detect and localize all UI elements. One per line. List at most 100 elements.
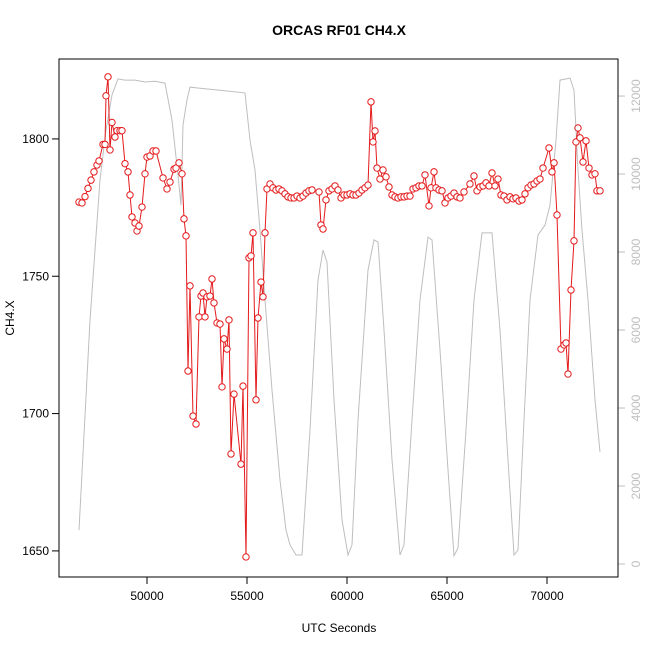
x-tick-label: 70000 xyxy=(530,589,564,603)
point xyxy=(78,199,86,207)
point xyxy=(195,313,203,321)
point xyxy=(90,168,98,176)
y2-tick-label: 12000 xyxy=(629,79,643,113)
y2-tick-label: 4000 xyxy=(629,394,643,421)
y-tick-label: 1750 xyxy=(22,269,49,283)
point xyxy=(102,92,110,100)
point xyxy=(576,134,584,142)
point xyxy=(456,194,464,202)
x-tick-label: 55000 xyxy=(230,589,264,603)
x-tick-label: 60000 xyxy=(330,589,364,603)
x-tick-label: 65000 xyxy=(430,589,464,603)
point xyxy=(247,252,255,260)
point xyxy=(182,232,190,240)
point xyxy=(121,159,129,168)
point xyxy=(178,170,186,178)
point xyxy=(319,225,327,233)
y2-tick-label: 8000 xyxy=(629,238,643,265)
point xyxy=(382,173,390,181)
point xyxy=(81,192,89,201)
point xyxy=(364,181,372,189)
point xyxy=(425,202,433,210)
point xyxy=(206,292,214,300)
point xyxy=(466,180,474,188)
point xyxy=(106,146,114,154)
point xyxy=(385,183,393,191)
point xyxy=(138,203,146,211)
point xyxy=(371,127,379,135)
point xyxy=(252,396,260,404)
point xyxy=(564,370,572,378)
series-line xyxy=(78,77,601,558)
point xyxy=(550,159,558,167)
point xyxy=(230,390,238,398)
point xyxy=(488,169,496,177)
point xyxy=(249,229,257,237)
point xyxy=(591,170,599,178)
point xyxy=(548,168,556,176)
point xyxy=(254,314,262,322)
plot-frame xyxy=(58,58,619,578)
point xyxy=(460,188,468,196)
point xyxy=(208,275,216,283)
point xyxy=(87,176,95,184)
point xyxy=(128,213,136,221)
point xyxy=(545,144,553,152)
point xyxy=(438,187,446,195)
point xyxy=(430,168,438,176)
point xyxy=(518,196,526,204)
point xyxy=(163,185,171,193)
point xyxy=(379,166,387,174)
point xyxy=(126,191,134,199)
y2-tick-label: 2000 xyxy=(629,472,643,499)
point xyxy=(322,196,330,204)
point xyxy=(567,286,575,294)
point xyxy=(175,159,183,167)
point xyxy=(494,175,502,183)
point xyxy=(259,293,267,301)
point xyxy=(562,339,570,347)
point xyxy=(421,171,429,179)
point xyxy=(574,124,582,132)
y-tick-label: 1700 xyxy=(22,407,49,421)
x-tick-label: 50000 xyxy=(130,589,164,603)
point xyxy=(579,158,587,166)
point xyxy=(101,140,109,149)
point xyxy=(521,190,529,198)
point xyxy=(186,282,194,290)
point xyxy=(124,168,132,176)
point xyxy=(242,553,250,561)
point xyxy=(406,192,414,200)
point xyxy=(539,164,547,172)
point xyxy=(239,382,247,390)
point xyxy=(367,98,375,106)
point xyxy=(334,186,342,194)
chart-title: ORCAS RF01 CH4.X xyxy=(272,22,406,38)
y2-tick-label: 6000 xyxy=(629,316,643,343)
point xyxy=(104,73,112,81)
point xyxy=(257,278,265,286)
point xyxy=(582,137,590,145)
y2-tick-label: 10000 xyxy=(629,157,643,191)
y-tick-label: 1800 xyxy=(22,132,49,146)
point xyxy=(201,313,209,321)
x-axis-label: UTC Seconds xyxy=(302,621,377,635)
point xyxy=(192,420,200,428)
point xyxy=(111,133,119,141)
point xyxy=(315,188,323,196)
point xyxy=(227,450,235,458)
point xyxy=(216,320,224,328)
point xyxy=(570,237,578,245)
point xyxy=(218,383,226,391)
point xyxy=(373,164,381,172)
y-tick-label: 1650 xyxy=(22,544,49,558)
point xyxy=(418,182,426,190)
point xyxy=(491,182,499,190)
point xyxy=(180,215,188,223)
point xyxy=(261,229,269,237)
point xyxy=(84,184,92,193)
point xyxy=(220,335,228,343)
point xyxy=(485,182,493,190)
